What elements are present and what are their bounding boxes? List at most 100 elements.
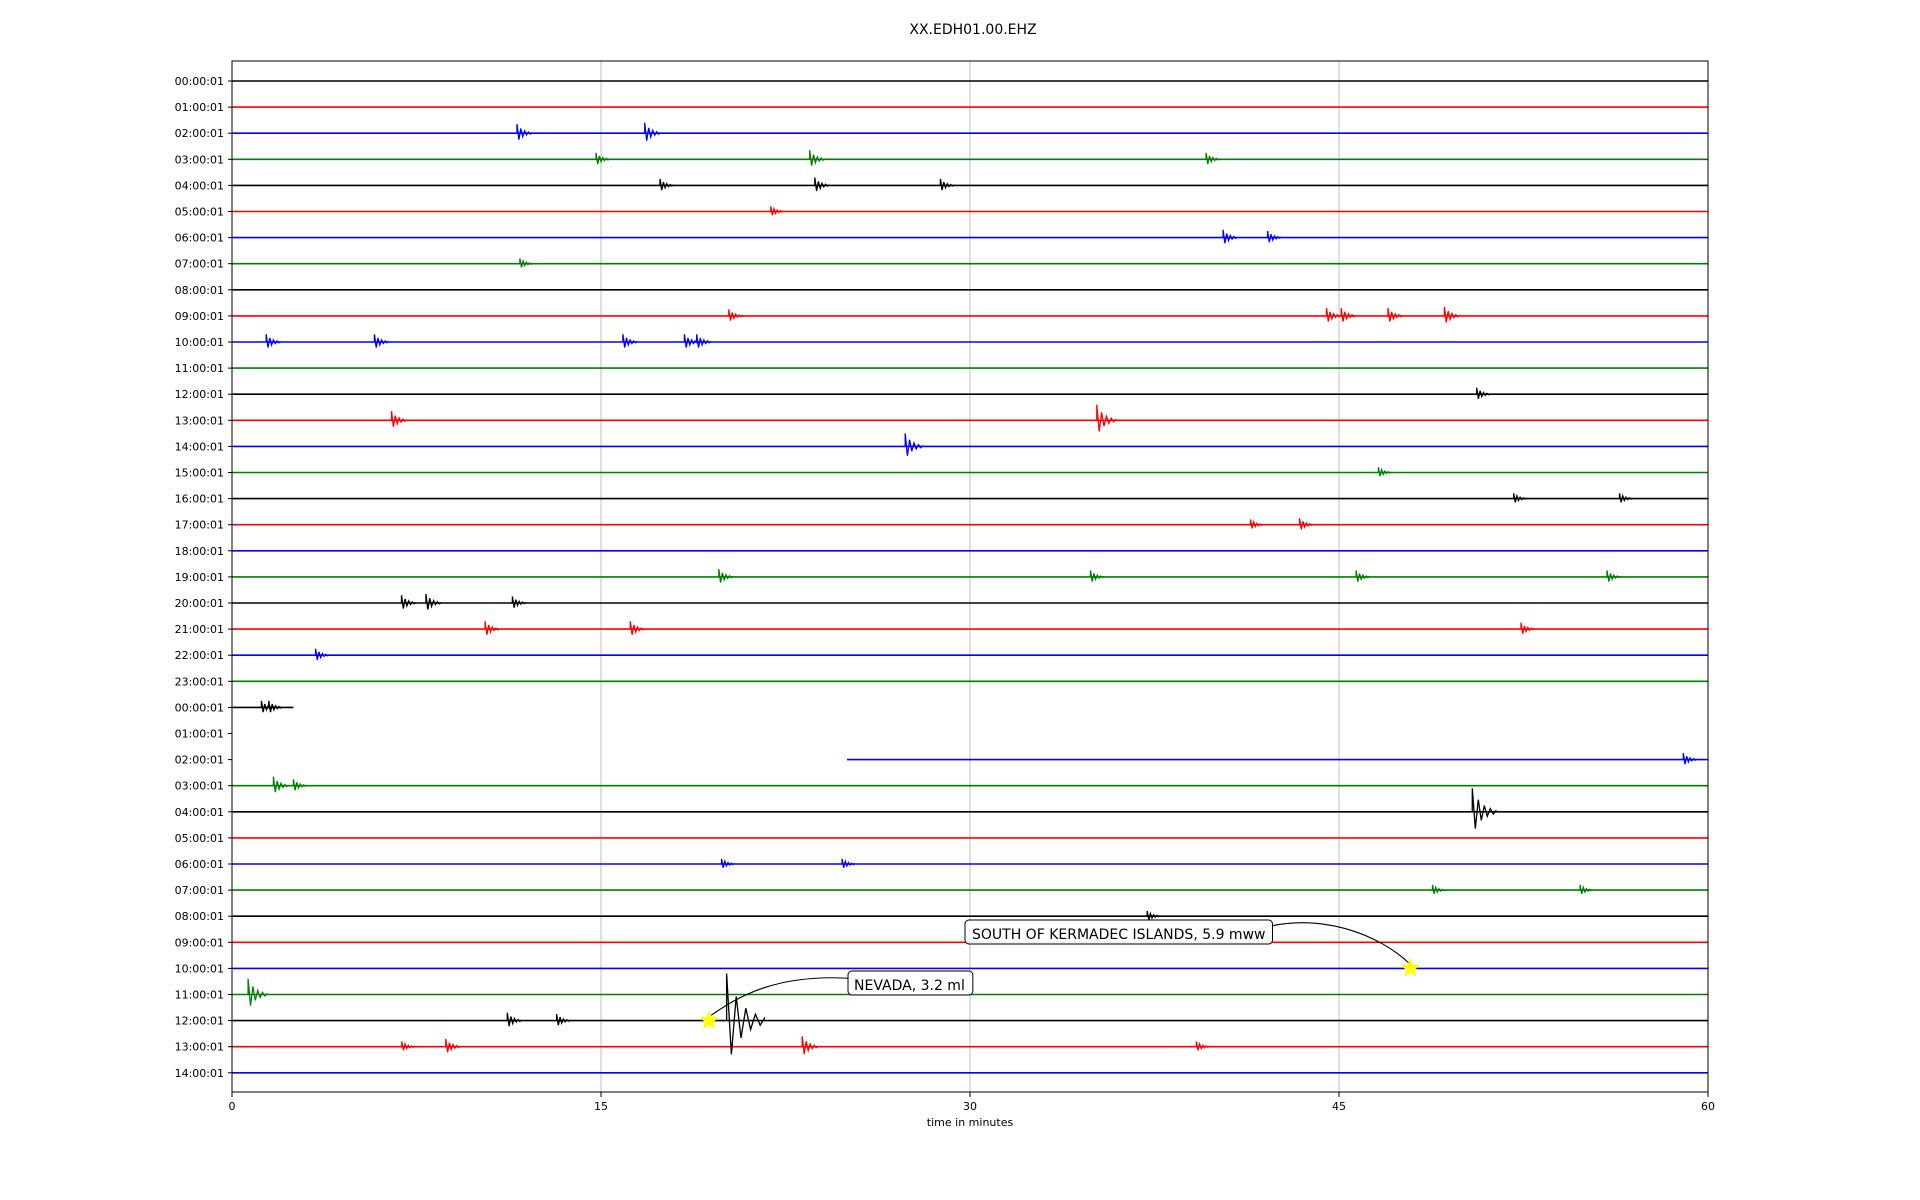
spike-55: [555, 1014, 571, 1026]
row-label-19: 19:00:01: [175, 571, 224, 584]
x-axis-ticks: 0 15 30 45 60: [229, 1092, 1715, 1113]
row-label-2: 02:00:01: [175, 127, 224, 140]
event-connector-1: [708, 977, 861, 1018]
row-label-36: 12:00:01: [175, 1015, 224, 1028]
spike-4: [1205, 152, 1221, 165]
row-label-37: 13:00:01: [175, 1041, 224, 1054]
row-label-10: 10:00:01: [175, 336, 224, 349]
spike-46: [292, 779, 308, 791]
spike-28: [1618, 493, 1633, 503]
row-label-24: 00:00:01: [175, 701, 224, 714]
spike-14: [1340, 308, 1356, 322]
spike-18: [373, 334, 390, 348]
spike-58: [445, 1038, 461, 1053]
spike-23: [390, 411, 408, 427]
spike-49: [841, 858, 856, 868]
spike-24: [1096, 404, 1117, 432]
x-axis-label: time in minutes: [926, 1116, 1014, 1129]
spike-40: [1520, 622, 1535, 634]
row-label-25: 01:00:01: [175, 728, 224, 741]
row-label-13: 13:00:01: [175, 414, 224, 427]
spike-27: [1513, 493, 1527, 503]
spike-12: [728, 309, 743, 321]
spike-59: [801, 1036, 819, 1055]
event-annotations: SOUTH OF KERMADEC ISLANDS, 5.9 mww NEVADA…: [699, 919, 1421, 1029]
row-label-28: 04:00:01: [175, 806, 224, 819]
event-connector-0: [1254, 922, 1411, 965]
row-label-26: 02:00:01: [175, 754, 224, 767]
spike-21: [696, 334, 712, 348]
row-label-12: 12:00:01: [175, 388, 224, 401]
spike-54: [506, 1012, 523, 1027]
event-box-0: [964, 919, 1273, 945]
spike-16: [1443, 306, 1461, 323]
row-label-1: 01:00:01: [175, 101, 224, 114]
spike-25: [904, 433, 924, 456]
x-tick-label-4: 60: [1701, 1100, 1715, 1113]
x-tick-label-3: 45: [1332, 1100, 1346, 1113]
row-label-3: 03:00:01: [175, 153, 224, 166]
x-tick-label-2: 30: [963, 1100, 977, 1113]
spike-44: [1682, 753, 1698, 765]
spike-3: [809, 150, 826, 166]
x-tick-label-1: 15: [594, 1100, 608, 1113]
row-label-9: 09:00:01: [175, 310, 224, 323]
row-label-20: 20:00:01: [175, 597, 224, 610]
spike-10: [1266, 231, 1282, 243]
row-label-21: 21:00:01: [175, 623, 224, 636]
row-label-18: 18:00:01: [175, 545, 224, 558]
event-star-0: [1400, 958, 1421, 977]
spike-1: [644, 122, 662, 141]
spike-17: [265, 334, 281, 348]
row-label-31: 07:00:01: [175, 884, 224, 897]
spike-34: [1606, 570, 1621, 582]
spike-11: [519, 258, 534, 268]
spike-2: [595, 152, 610, 165]
row-label-35: 11:00:01: [175, 989, 224, 1002]
spike-45: [272, 776, 290, 793]
trace-lines: [232, 80, 1708, 1074]
row-label-22: 22:00:01: [175, 649, 224, 662]
event-box-1: [847, 970, 974, 996]
spike-35: [400, 595, 417, 609]
row-label-32: 08:00:01: [175, 910, 224, 923]
spike-48: [720, 858, 735, 868]
row-label-38: 14:00:01: [175, 1067, 224, 1080]
row-label-5: 05:00:01: [175, 206, 224, 219]
spike-6: [814, 177, 830, 192]
spike-47: [1471, 788, 1497, 829]
chart-title: XX.EDH01.00.EHZ: [909, 22, 1037, 38]
spike-7: [939, 178, 955, 191]
spike-57: [401, 1041, 415, 1051]
spike-22: [1476, 387, 1491, 400]
row-labels: 00:00:01 01:00:01 02:00:01 03:00:01 04:00:01…: [175, 75, 232, 1080]
row-label-7: 07:00:01: [175, 258, 224, 271]
row-label-30: 06:00:01: [175, 858, 224, 871]
spike-13: [1325, 308, 1342, 322]
row-label-6: 06:00:01: [175, 232, 224, 245]
row-label-8: 08:00:01: [175, 284, 224, 297]
spike-36: [425, 593, 442, 610]
row-label-27: 03:00:01: [175, 780, 224, 793]
spike-5: [659, 178, 674, 191]
spike-43: [268, 700, 283, 713]
spike-8: [770, 206, 784, 216]
spike-30: [1298, 518, 1314, 530]
row-label-0: 00:00:01: [175, 75, 224, 88]
spike-26: [1377, 467, 1392, 477]
spike-0: [516, 124, 533, 140]
spike-9: [1222, 229, 1238, 244]
spike-15: [1387, 308, 1403, 322]
plot-frame: [231, 60, 1709, 1093]
row-label-17: 17:00:01: [175, 519, 224, 532]
spike-19: [622, 334, 638, 348]
spike-33: [1355, 570, 1371, 582]
spike-38: [484, 621, 500, 635]
spike-53: [247, 978, 268, 1006]
spike-56: [725, 973, 766, 1055]
spike-60: [1195, 1041, 1210, 1051]
event-star-1: [699, 1010, 720, 1029]
spike-29: [1249, 519, 1264, 529]
event-label-0: SOUTH OF KERMADEC ISLANDS, 5.9 mww: [972, 927, 1265, 943]
